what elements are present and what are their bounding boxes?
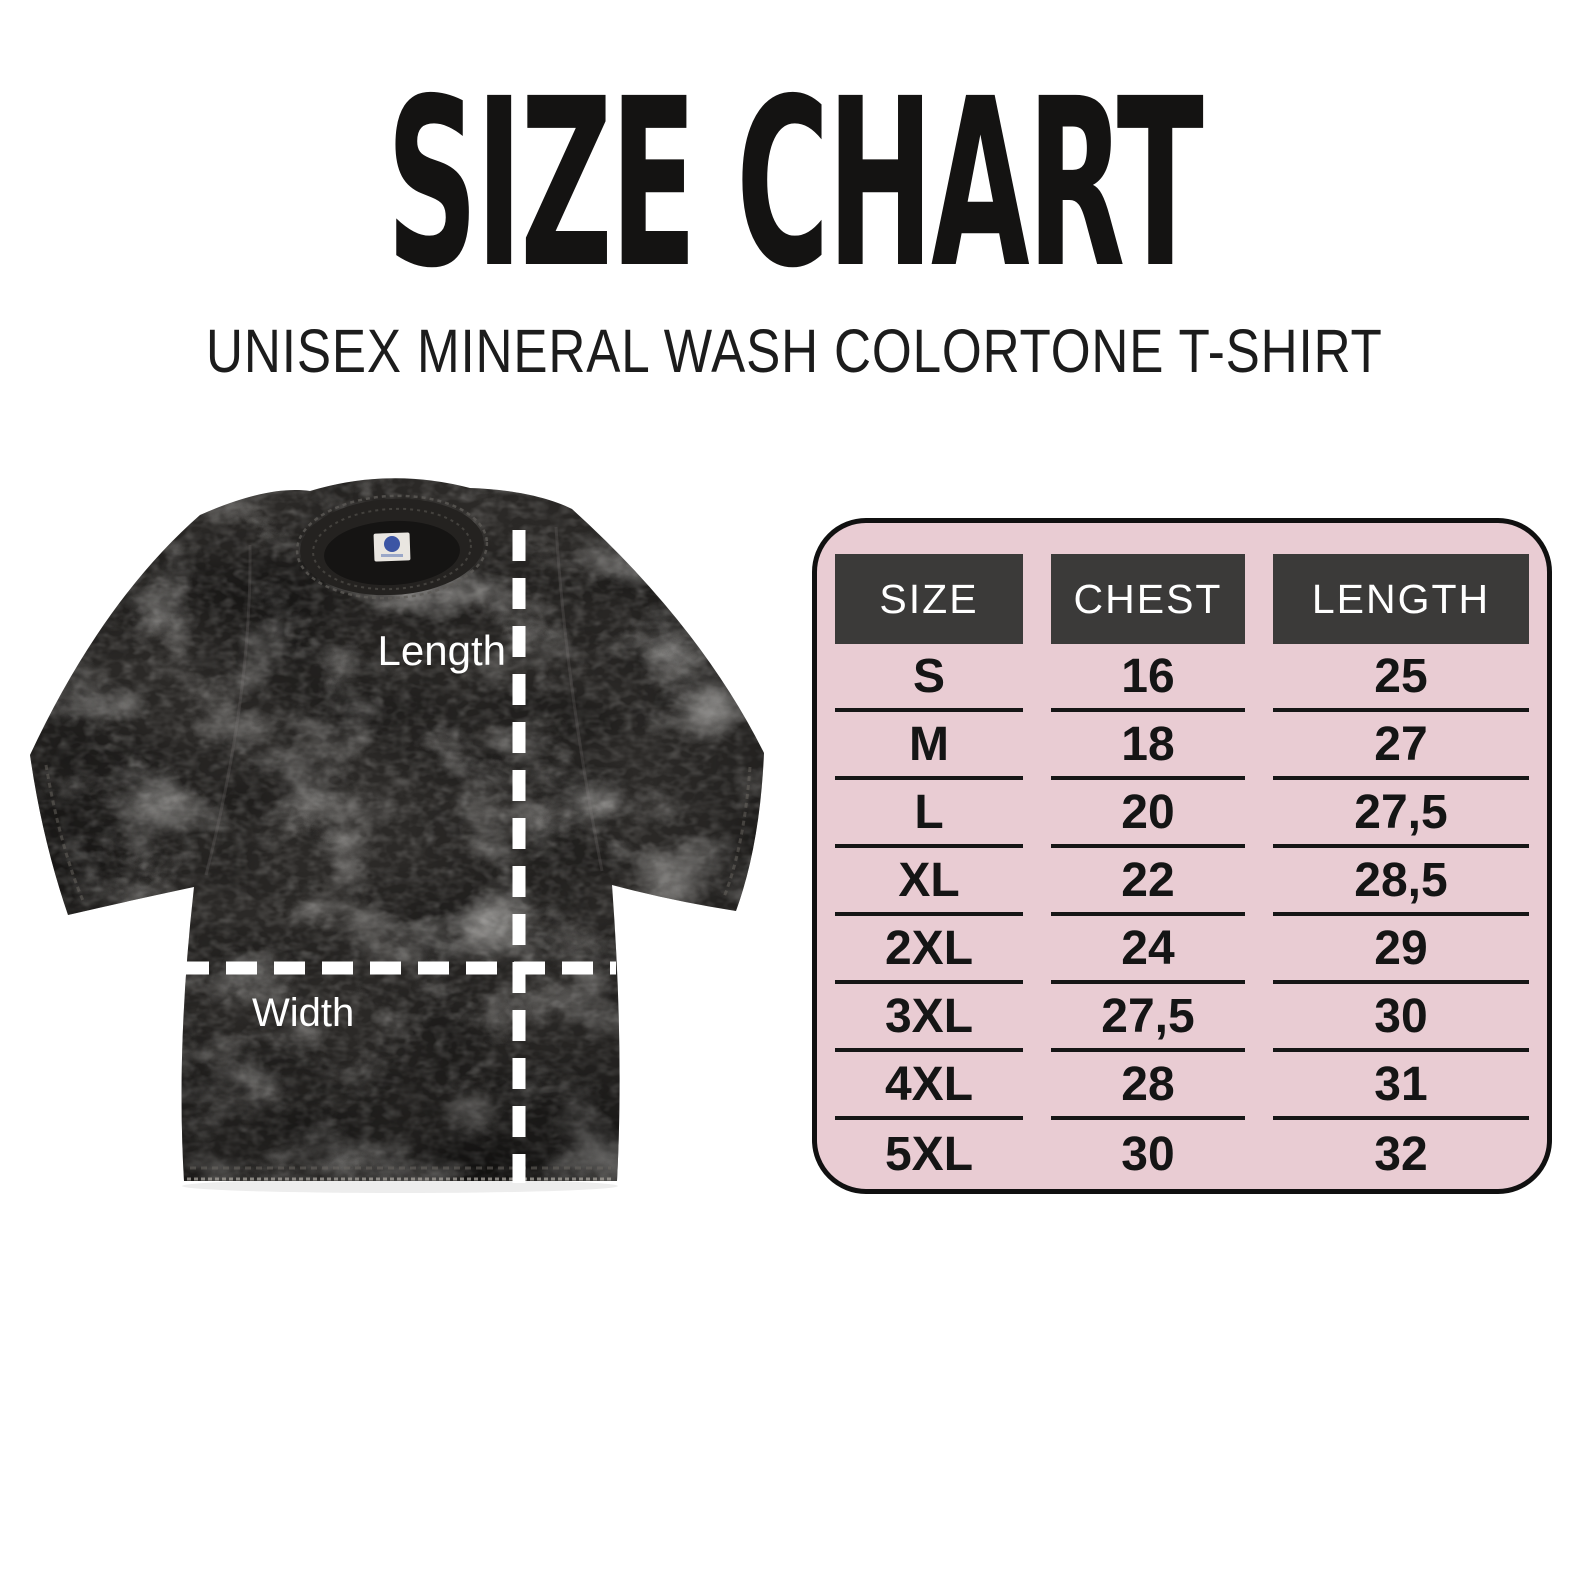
right-sleeve-hem	[722, 766, 752, 898]
size-cell: 5XL	[884, 1127, 974, 1181]
chest-cell: 22	[1051, 848, 1245, 916]
page-title-text: SIZE CHART	[386, 49, 1204, 319]
neck-tag	[373, 532, 411, 562]
length-cell: 25	[1273, 644, 1529, 712]
page-subtitle-text: UNISEX MINERAL WASH COLORTONE T-SHIRT	[205, 317, 1383, 385]
chest-cell: 24	[1051, 916, 1245, 984]
size-table-panel: SIZE CHEST LENGTH S 16 25 M 18 27 L 20 27,5 XL 22 2…	[812, 518, 1552, 1194]
column-header-chest: CHEST	[1051, 554, 1245, 644]
chest-cell: 16	[1051, 644, 1245, 712]
length-cell: 32	[1374, 1127, 1428, 1181]
chest-cell: 30	[1121, 1127, 1175, 1181]
size-cell: XL	[835, 848, 1023, 916]
length-cell: 29	[1273, 916, 1529, 984]
tshirt-measurement-diagram: Length Width	[30, 478, 764, 1193]
size-cell: S	[835, 644, 1023, 712]
length-cell: 27	[1273, 712, 1529, 780]
right-armhole-seam	[554, 526, 604, 872]
left-sleeve-hem	[44, 764, 86, 904]
chest-cell: 27,5	[1051, 984, 1245, 1052]
length-cell: 30	[1273, 984, 1529, 1052]
chest-cell: 20	[1051, 780, 1245, 848]
size-cell: 3XL	[835, 984, 1023, 1052]
width-label: Width	[252, 991, 354, 1035]
page-title: SIZE CHART	[0, 68, 1588, 300]
column-header-size: SIZE	[835, 554, 1023, 644]
size-cell: L	[835, 780, 1023, 848]
tshirt-image	[30, 478, 764, 1181]
left-armhole-seam	[204, 544, 252, 876]
size-cell: 2XL	[835, 916, 1023, 984]
length-cell: 31	[1273, 1052, 1529, 1120]
size-table-grid: SIZE CHEST LENGTH S 16 25 M 18 27 L 20 27,5 XL 22 2…	[817, 523, 1547, 1188]
length-cell: 28,5	[1273, 848, 1529, 916]
length-label: Length	[378, 627, 506, 674]
size-cell: M	[835, 712, 1023, 780]
chest-cell: 28	[1051, 1052, 1245, 1120]
page-subtitle: UNISEX MINERAL WASH COLORTONE T-SHIRT	[0, 314, 1588, 388]
shirt-shadow	[182, 1179, 618, 1193]
size-cell: 4XL	[835, 1052, 1023, 1120]
column-header-length: LENGTH	[1273, 554, 1529, 644]
length-cell: 27,5	[1273, 780, 1529, 848]
chest-cell: 18	[1051, 712, 1245, 780]
